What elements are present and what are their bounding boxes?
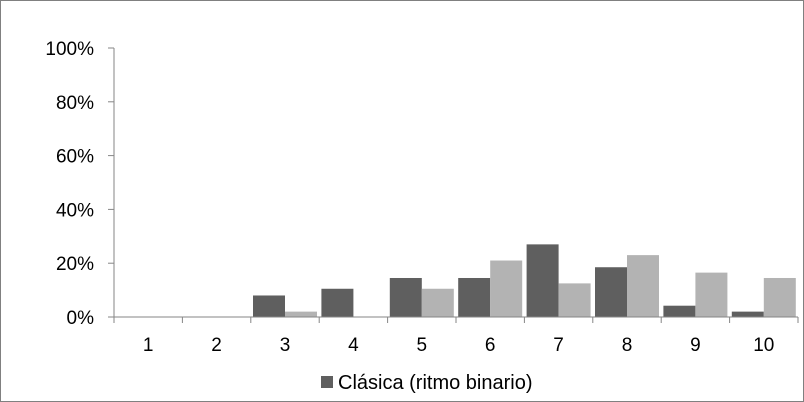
bar-series-1-3 [253, 295, 285, 317]
x-tick-label: 4 [348, 335, 359, 356]
bar-series-1-8 [595, 267, 627, 317]
bar-series-1-7 [526, 244, 559, 317]
bar-series-2-9 [695, 272, 728, 317]
x-axis: 1 2 3 4 5 6 7 8 9 10 [113, 317, 799, 356]
x-tick-label: 3 [280, 335, 291, 356]
y-axis: 0% 20% 40% 60% 80% 100% [45, 39, 114, 329]
bar-series-2-7 [558, 283, 591, 317]
x-tick-label: 2 [211, 335, 222, 356]
x-tick-label: 1 [143, 335, 154, 356]
bar-series-1-4 [321, 288, 354, 317]
bar-series-2-6 [490, 260, 523, 317]
bar-series-2-5 [421, 288, 454, 317]
bar-series-1-5 [389, 277, 422, 317]
x-tick-label: 8 [622, 335, 633, 356]
bar-series-2-8 [627, 255, 659, 317]
x-tick-label: 7 [553, 335, 564, 356]
legend-swatch [321, 376, 333, 388]
axis-lines [113, 48, 798, 318]
bars [253, 244, 796, 317]
x-tick-label: 10 [753, 335, 774, 356]
y-tick-label: 40% [56, 200, 94, 221]
bar-series-1-6 [458, 277, 491, 317]
bar-series-1-9 [663, 305, 696, 317]
bar-series-1-10 [731, 311, 764, 317]
y-tick-label: 80% [56, 93, 94, 114]
legend-label: Clásica (ritmo binario) [338, 372, 533, 394]
bar-series-2-10 [763, 277, 796, 317]
y-tick-label: 60% [56, 147, 94, 168]
x-tick-label: 6 [485, 335, 496, 356]
x-tick-label: 5 [417, 335, 428, 356]
y-tick-label: 20% [56, 254, 94, 275]
y-tick-label: 100% [45, 39, 94, 60]
bar-series-2-3 [285, 311, 317, 317]
legend: Clásica (ritmo binario) [321, 372, 533, 394]
x-tick-label: 9 [690, 335, 701, 356]
y-tick-label: 0% [67, 308, 95, 329]
